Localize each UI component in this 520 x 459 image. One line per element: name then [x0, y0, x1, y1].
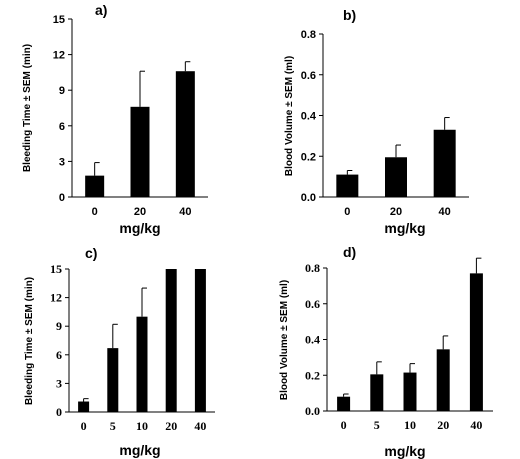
- x-tick-label: 0: [341, 418, 347, 432]
- y-axis-label: Blood Volume ± SEM (ml): [284, 56, 295, 176]
- y-tick-label: 15: [53, 14, 65, 26]
- bar-20: [385, 157, 407, 197]
- y-tick-label: 0.4: [305, 333, 320, 347]
- y-tick-label: 12: [53, 50, 65, 62]
- x-tick-label: 0: [81, 419, 87, 433]
- y-tick-label: 0.2: [305, 368, 320, 382]
- x-tick-label: 10: [136, 419, 148, 433]
- y-tick-label: 9: [56, 319, 62, 333]
- y-tick-label: 3: [56, 376, 62, 390]
- chart-panel-3: 0 3 6 9 12 15 0 5 10 20 40 mg/kg Bleeding Time ± SEM…: [24, 245, 215, 458]
- y-tick-label: 6: [56, 348, 62, 362]
- chart-panel-2: 0.0 0.2 0.4 0.6 0.8 0 20 40 mg/kg Blood Volume ± …: [284, 7, 469, 236]
- bar-0: [85, 175, 105, 197]
- x-tick-label: 40: [439, 206, 451, 218]
- y-axis-label: Bleeding Time ± SEM (min): [22, 44, 33, 172]
- y-tick-label: 15: [50, 262, 62, 276]
- y-tick-label: 9: [59, 85, 65, 97]
- x-tick-label: 10: [404, 418, 416, 432]
- x-tick-label: 5: [110, 419, 116, 433]
- y-tick-label: 0.6: [305, 297, 320, 311]
- y-tick-label: 0.4: [301, 111, 317, 123]
- bar-5: [107, 348, 119, 412]
- y-tick-label: 0.2: [301, 151, 316, 163]
- x-axis-label: mg/kg: [119, 220, 160, 236]
- bar-40: [175, 71, 195, 197]
- x-axis-label: mg/kg: [119, 442, 160, 458]
- bar-20: [130, 106, 150, 197]
- bar-10: [136, 316, 148, 412]
- x-tick-label: 20: [134, 206, 146, 218]
- y-tick-label: 0: [59, 192, 65, 204]
- x-axis-label: mg/kg: [384, 443, 425, 459]
- y-tick-label: 0.8: [301, 29, 316, 41]
- x-tick-label: 20: [437, 418, 449, 432]
- y-tick-label: 0.0: [305, 404, 320, 418]
- y-tick-label: 0: [56, 405, 62, 419]
- y-axis-label: Blood Volume ± SEM (ml): [279, 280, 290, 400]
- bar-40: [469, 273, 483, 411]
- y-tick-label: 6: [59, 121, 65, 133]
- x-tick-label: 20: [390, 206, 402, 218]
- x-tick-label: 40: [470, 418, 482, 432]
- bar-40: [194, 269, 206, 412]
- panel-label: c): [85, 245, 97, 261]
- x-tick-label: 20: [165, 419, 177, 433]
- panel-label: a): [95, 2, 107, 18]
- x-tick-label: 0: [92, 206, 98, 218]
- x-tick-label: 0: [344, 206, 350, 218]
- y-tick-label: 0.6: [301, 70, 316, 82]
- bar-5: [370, 374, 384, 411]
- x-tick-label: 5: [374, 418, 380, 432]
- bar-20: [436, 349, 450, 411]
- y-axis-label: Bleeding Time ± SEM (min): [24, 277, 35, 405]
- x-tick-label: 40: [194, 419, 206, 433]
- chart-panel-1: 0 3 6 9 12 15 0 20 40 mg/kg Bleeding Time ± SEM (m…: [22, 2, 208, 236]
- bar-0: [337, 396, 351, 411]
- bar-10: [403, 372, 417, 411]
- bar-40: [433, 129, 456, 197]
- y-tick-label: 0.8: [305, 261, 320, 275]
- y-tick-label: 3: [59, 156, 65, 168]
- panel-label: d): [343, 244, 356, 260]
- x-axis-label: mg/kg: [384, 220, 425, 236]
- bar-0: [336, 174, 359, 197]
- y-tick-label: 0.0: [301, 192, 316, 204]
- y-tick-label: 12: [50, 291, 62, 305]
- bar-20: [165, 269, 177, 412]
- chart-panel-4: 0.0 0.2 0.4 0.6 0.8 0 5 10 20 40 mg/kg Blood Volume…: [279, 244, 493, 459]
- panel-label: b): [343, 7, 356, 23]
- x-tick-label: 40: [179, 206, 191, 218]
- bar-0: [78, 401, 90, 412]
